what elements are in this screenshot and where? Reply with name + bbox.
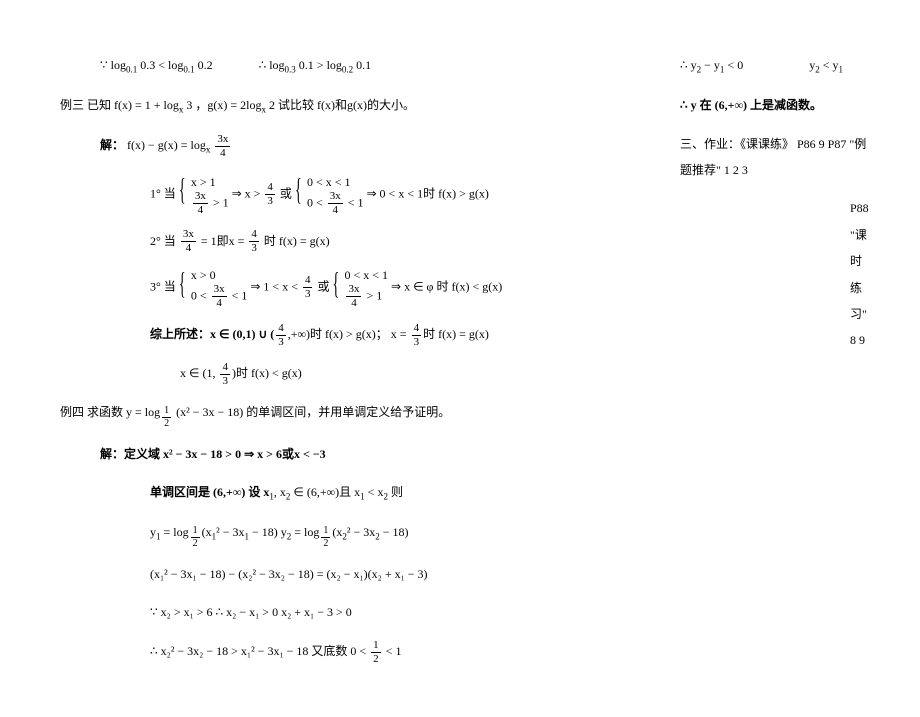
- fraction: 43: [220, 362, 230, 387]
- brace-group: x > 0 0 < 3x4 < 1: [179, 266, 248, 309]
- text: ,+∞)时 f(x) > g(x)； x =: [288, 327, 410, 341]
- solution4-domain: 解：定义域 x² − 3x − 18 > 0 ⇒ x > 6或x < −3: [60, 441, 600, 467]
- solution4-therefore: ∴ x₂² − 3x₂ − 18 > x₁² − 3x₁ − 18 又底数 0 …: [60, 638, 600, 665]
- text: 0.3 < log: [137, 58, 183, 72]
- text: ⇒ 0 < x < 1时 f(x) > g(x): [367, 186, 489, 200]
- fraction: 12: [162, 406, 171, 429]
- solution-label: 解：: [100, 138, 124, 152]
- fraction: 43: [249, 229, 259, 254]
- left-column: ∵ log0.1 0.3 < log0.1 0.2 ∴ log0.3 0.1 >…: [60, 40, 600, 677]
- case-3: 3° 当 x > 0 0 < 3x4 < 1 ⇒ 1 < x < 43 或 0 …: [60, 266, 600, 309]
- text: = 1即x =: [201, 234, 248, 248]
- text: 2 试比较 f(x)和g(x)的大小。: [266, 98, 415, 112]
- text: 或: [280, 186, 295, 200]
- fraction: 3x4: [215, 134, 230, 159]
- text: − 18) y: [249, 525, 287, 539]
- fraction: 43: [303, 275, 313, 300]
- sub: 0.3: [285, 64, 296, 74]
- text: 0.2: [195, 58, 213, 72]
- text: 解：定义域 x² − 3x − 18 > 0 ⇒ x > 6或x < −3: [100, 447, 326, 461]
- text: − y: [701, 58, 720, 72]
- text: < x: [365, 485, 384, 499]
- text: ⇒ x ∈ φ 时 f(x) < g(x): [391, 280, 502, 294]
- text: < y: [820, 58, 839, 72]
- text: ∴ x₂² − 3x₂ − 18 > x₁² − 3x₁ − 18 又底数 0 …: [150, 644, 369, 658]
- case-1: 1° 当 x > 1 3x4 > 1 ⇒ x > 43 或 0 < x < 1 …: [60, 173, 600, 216]
- solution4-y-defs: y1 = log12(x1² − 3x1 − 18) y2 = log12(x2…: [60, 519, 600, 549]
- text: ² − 3x: [216, 525, 244, 539]
- text: , x: [274, 485, 286, 499]
- summary-1: 综上所述：x ∈ (0,1) ∪ (43,+∞)时 f(x) > g(x)； x…: [60, 321, 600, 348]
- text: (x₁² − 3x₁ − 18) − (x₂² − 3x₂ − 18) = (x…: [150, 567, 428, 581]
- text: (x: [202, 525, 212, 539]
- text: 例四 求函数 y = log: [60, 405, 160, 419]
- text: ∈ (6,+∞)且 x: [290, 485, 360, 499]
- example4-statement: 例四 求函数 y = log12 (x² − 3x − 18) 的单调区间，并用…: [60, 399, 600, 429]
- sub: x: [206, 145, 211, 155]
- sub: 0.1: [126, 64, 137, 74]
- fraction: 43: [265, 182, 275, 207]
- solution-eq: 解： f(x) − g(x) = logx 3x4: [60, 132, 600, 160]
- text: (x: [332, 525, 342, 539]
- right-column: ∴ y2 − y1 < 0 y2 < y1 ∴ y 在 (6,+∞) 上是减函数…: [680, 40, 869, 677]
- text: ∵ log: [100, 58, 126, 72]
- text: f(x) = 1 + log: [114, 98, 179, 112]
- text: − 18): [380, 525, 409, 539]
- text: ∴ log: [259, 58, 285, 72]
- summary-2: x ∈ (1, 43)时 f(x) < g(x): [60, 360, 600, 387]
- fraction: 12: [321, 526, 330, 549]
- brace-group: x > 1 3x4 > 1: [179, 173, 229, 216]
- text: 0.1: [353, 58, 371, 72]
- brace-group: 0 < x < 1 0 < 3x4 < 1: [295, 173, 364, 216]
- inequality-line: ∵ log0.1 0.3 < log0.1 0.2 ∴ log0.3 0.1 >…: [60, 52, 600, 80]
- text: x ∈ (1,: [180, 366, 218, 380]
- text: 则: [388, 485, 403, 499]
- text: ² − 3x: [347, 525, 375, 539]
- case-2: 2° 当 3x4 = 1即x = 43 时 f(x) = g(x): [60, 228, 600, 255]
- text: 3 ，: [183, 98, 207, 112]
- text: 3° 当: [150, 280, 179, 294]
- text: 单调区间是 (6,+∞) 设 x: [150, 485, 269, 499]
- fraction: 12: [191, 526, 200, 549]
- sub: 1: [838, 64, 843, 74]
- solution4-diff: (x₁² − 3x₁ − 18) − (x₂² − 3x₂ − 18) = (x…: [60, 561, 600, 587]
- example3-statement: 例三 已知 f(x) = 1 + logx 3 ，g(x) = 2logx 2 …: [60, 92, 600, 120]
- text: 时 f(x) = g(x): [264, 234, 330, 248]
- solution4-because: ∵ x₂ > x₁ > 6 ∴ x₂ − x₁ > 0 x₂ + x₁ − 3 …: [60, 599, 600, 625]
- text: 2° 当: [150, 234, 179, 248]
- text: ⇒ 1 < x <: [250, 280, 301, 294]
- solution4-interval: 单调区间是 (6,+∞) 设 x1, x2 ∈ (6,+∞)且 x1 < x2 …: [60, 479, 600, 507]
- text: = log: [291, 525, 319, 539]
- fraction: 12: [371, 640, 381, 665]
- brace-group: 0 < x < 1 3x4 > 1: [332, 266, 388, 309]
- fraction: 3x4: [181, 229, 196, 254]
- text: f(x) − g(x) = log: [127, 138, 206, 152]
- homework-line1: 三、作业：《课课练》 P86 9 P87 "例题推荐" 1 2 3: [680, 131, 869, 184]
- right-line1: ∴ y2 − y1 < 0 y2 < y1: [680, 52, 869, 80]
- text: g(x) = 2log: [207, 98, 261, 112]
- text: )时 f(x) < g(x): [232, 366, 302, 380]
- sub: 0.2: [342, 64, 353, 74]
- fraction: 43: [276, 323, 286, 348]
- text: 或: [317, 280, 332, 294]
- text: 时 f(x) = g(x): [423, 327, 489, 341]
- fraction: 43: [412, 323, 422, 348]
- text: 1° 当: [150, 186, 179, 200]
- text: ∴ y: [680, 58, 697, 72]
- text: ⇒ x >: [232, 186, 264, 200]
- text: 0.1 > log: [296, 58, 342, 72]
- sub: 0.1: [183, 64, 194, 74]
- text: ∵ x₂ > x₁ > 6 ∴ x₂ − x₁ > 0 x₂ + x₁ − 3 …: [150, 605, 352, 619]
- text: < 1: [383, 644, 402, 658]
- homework-line2: P88 "课时练习" 8 9: [680, 195, 869, 353]
- text: (x² − 3x − 18) 的单调区间，并用单调定义给予证明。: [173, 405, 450, 419]
- text: < 0: [724, 58, 743, 72]
- right-conclusion: ∴ y 在 (6,+∞) 上是减函数。: [680, 92, 869, 118]
- text: 综上所述：x ∈ (0,1) ∪ (: [150, 327, 274, 341]
- text: 例三 已知: [60, 98, 114, 112]
- text: = log: [161, 525, 189, 539]
